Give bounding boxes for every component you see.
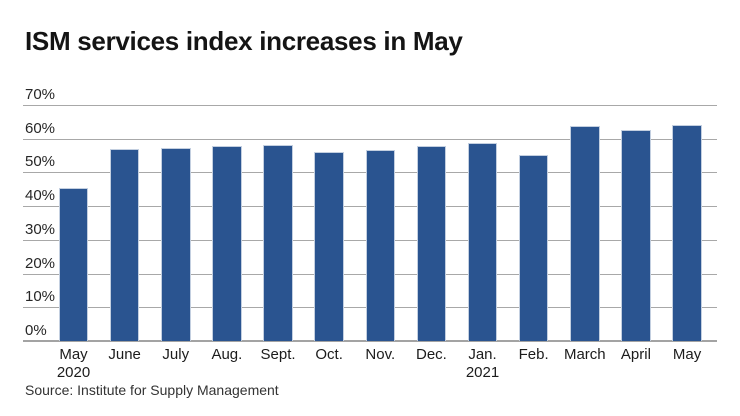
bar-6-nov bbox=[365, 149, 396, 341]
bar-4-sept bbox=[263, 145, 293, 341]
y-tick-label-60: 60% bbox=[25, 119, 56, 137]
bar-2-july bbox=[161, 148, 191, 341]
y-tick-label-40: 40% bbox=[25, 187, 56, 205]
x-tick-month: May bbox=[672, 346, 702, 363]
x-tick-label-1-june: June bbox=[90, 346, 160, 364]
x-tick-month: July bbox=[162, 346, 190, 363]
x-tick-label-8-jan: Jan. 2021 bbox=[448, 346, 518, 382]
x-tick-month: Dec. bbox=[415, 346, 447, 363]
y-tick-label-70: 70% bbox=[25, 86, 56, 103]
x-tick-label-11-april: April bbox=[601, 346, 671, 364]
x-axis-baseline bbox=[23, 340, 717, 342]
bar-0-may bbox=[58, 187, 89, 341]
x-tick-month: May bbox=[59, 346, 88, 363]
x-tick-year: 2020 bbox=[56, 364, 91, 381]
x-tick-month: Jan. bbox=[468, 346, 497, 363]
bar-7-dec bbox=[416, 146, 447, 341]
x-tick-year: 2021 bbox=[465, 364, 500, 381]
chart-title: ISM services index increases in May bbox=[25, 26, 463, 56]
x-tick-month: Oct. bbox=[315, 346, 343, 363]
x-tick-label-0-may: May 2020 bbox=[39, 346, 109, 382]
x-tick-month: Feb. bbox=[518, 346, 549, 363]
x-tick-label-5-oct: Oct. bbox=[294, 346, 364, 364]
x-tick-month: Aug. bbox=[211, 346, 243, 363]
x-tick-label-2-july: July bbox=[141, 346, 211, 364]
x-tick-label-9-feb: Feb. bbox=[499, 346, 569, 364]
bar-11-april bbox=[621, 129, 651, 341]
y-tick-label-10: 10% bbox=[25, 288, 56, 306]
x-tick-month: Nov. bbox=[365, 346, 396, 363]
gridline-60 bbox=[23, 138, 717, 140]
bar-12-may bbox=[672, 125, 702, 341]
y-tick-label-0: 0% bbox=[25, 322, 47, 339]
y-tick-label-30: 30% bbox=[25, 220, 56, 238]
bar-1-june bbox=[109, 149, 140, 341]
x-tick-label-12-may: May bbox=[652, 346, 722, 364]
x-tick-label-4-sept: Sept. bbox=[243, 346, 313, 364]
x-tick-label-3-aug: Aug. bbox=[192, 346, 262, 364]
bar-3-aug bbox=[212, 146, 242, 341]
source-note: Source: Institute for Supply Management bbox=[25, 382, 279, 398]
x-tick-month: Sept. bbox=[260, 346, 296, 363]
x-tick-label-7-dec: Dec. bbox=[396, 346, 466, 364]
x-tick-month: March bbox=[563, 346, 606, 363]
bar-9-feb bbox=[518, 154, 549, 341]
x-tick-month: June bbox=[108, 346, 141, 363]
x-tick-month: April bbox=[620, 346, 651, 363]
y-tick-label-50: 50% bbox=[25, 153, 56, 171]
gridline-70 bbox=[23, 105, 717, 106]
x-tick-label-10-march: March bbox=[550, 346, 620, 364]
x-tick-label-6-nov: Nov. bbox=[345, 346, 415, 364]
bar-10-march bbox=[570, 126, 600, 341]
bar-5-oct bbox=[314, 151, 344, 341]
bar-8-jan bbox=[467, 143, 498, 341]
y-tick-label-20: 20% bbox=[25, 254, 56, 272]
